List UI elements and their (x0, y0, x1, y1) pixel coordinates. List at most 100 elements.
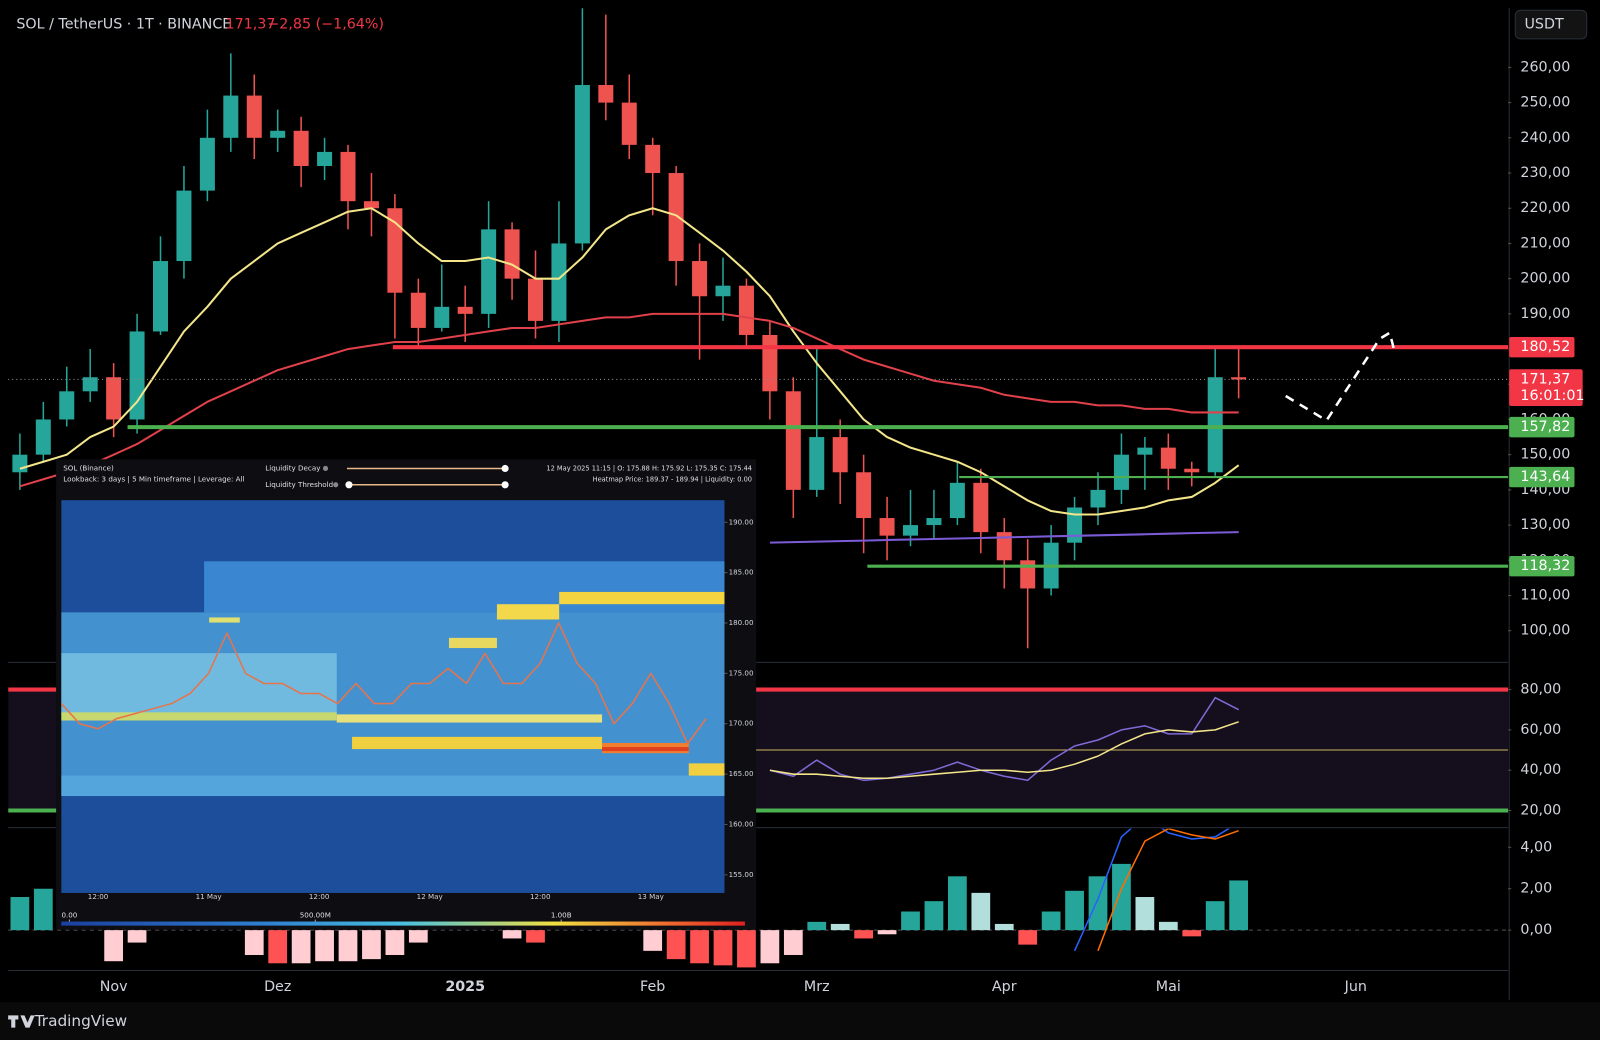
y-tick-label: 80,00 (1520, 682, 1561, 698)
x-tick-label: 12 May (417, 892, 443, 901)
y-tick-label: 220,00 (1520, 200, 1570, 216)
level-label: 157,82 (1520, 419, 1570, 435)
y-tick-label: 210,00 (1520, 235, 1570, 251)
candle-body (293, 130, 309, 166)
slider-knob[interactable] (501, 464, 509, 473)
slider-knob[interactable] (501, 481, 509, 489)
candle-body (1160, 447, 1176, 469)
x-tick-label: 12:00 (309, 892, 330, 901)
level-label: 118,32 (1520, 558, 1570, 574)
colorbar-label: 500.00M (300, 910, 331, 919)
histogram-bar (1088, 876, 1108, 931)
currency-button[interactable] (1514, 9, 1588, 40)
series-line (769, 531, 1239, 544)
histogram-bar (901, 911, 920, 931)
candle-body (35, 419, 51, 455)
series-line (1097, 828, 1239, 952)
histogram-bar (104, 930, 124, 962)
histogram-bar (1205, 901, 1225, 931)
y-tick-label: 40,00 (1520, 762, 1561, 778)
level-tag (1509, 337, 1575, 358)
candle-body (434, 306, 450, 328)
candle-body (598, 85, 614, 103)
histogram-bar (385, 930, 405, 955)
y-tick-label: 230,00 (1520, 165, 1570, 181)
y-tick-label: 190,00 (1520, 306, 1570, 322)
histogram-bar (1018, 930, 1038, 945)
macd-panel (8, 828, 1509, 968)
histogram-bar (713, 930, 733, 966)
histogram-bar (666, 930, 686, 960)
colorbar-label: 0.00 (61, 910, 77, 919)
candle-body (668, 173, 684, 262)
candle-body (903, 525, 919, 536)
candle-body (246, 95, 262, 138)
plot-area (61, 622, 707, 745)
series-line (19, 312, 1239, 488)
histogram-bar (315, 930, 334, 962)
candle-body (12, 454, 28, 473)
x-tick-label: Apr (992, 979, 1017, 995)
inset-info: Heatmap Price: 189.37 - 189.94 | Liquidi… (593, 476, 752, 484)
histogram-bar (127, 930, 147, 943)
histogram-bar (1135, 897, 1155, 931)
candle-body (762, 334, 778, 392)
last-price-tag (1509, 369, 1583, 406)
histogram-bar (994, 923, 1014, 931)
candle-body (1067, 507, 1083, 543)
histogram-bar (643, 930, 663, 951)
candle-body (199, 137, 215, 191)
histogram-bar (737, 930, 756, 968)
histogram-bar (830, 923, 850, 931)
x-tick-label: 12:00 (530, 892, 551, 901)
x-tick-label: Mai (1156, 979, 1181, 995)
x-tick-label: Dez (264, 979, 291, 995)
symbol-title: SOL / TetherUS · 1T · BINANCE (16, 17, 231, 33)
candle-body (223, 95, 239, 138)
level-label: 143,64 (1520, 469, 1570, 485)
histogram-bar (948, 876, 967, 931)
y-tick-label: 165.00 (729, 769, 754, 778)
y-tick-label: 60,00 (1520, 722, 1561, 738)
level-tag (1509, 555, 1575, 577)
histogram-bar (33, 888, 53, 931)
x-tick-label: 2025 (445, 979, 485, 995)
y-tick-label: 20,00 (1520, 803, 1561, 819)
candle-body (856, 472, 872, 519)
histogram-bar (1229, 880, 1249, 931)
y-tick-label: 130,00 (1520, 517, 1570, 533)
x-tick-label: 12:00 (88, 892, 109, 901)
x-tick-label: Nov (100, 979, 128, 995)
currency-label: USDT (1524, 17, 1563, 33)
histogram-bar (526, 930, 545, 943)
candle-body (785, 391, 801, 490)
histogram-bar (502, 930, 522, 939)
axes: 100,00110,00120,00130,00140,00150,00160,… (100, 59, 1585, 994)
candle-body (153, 261, 169, 332)
candle-body (645, 144, 661, 174)
histogram-bar (408, 930, 428, 943)
candle-body (551, 243, 567, 321)
colorbar (61, 921, 745, 926)
histogram-bar (338, 930, 358, 962)
candle-body (82, 377, 98, 392)
candle-body (317, 151, 333, 166)
y-tick-label: 260,00 (1520, 59, 1570, 75)
series-line (61, 622, 707, 745)
histogram-bar (268, 930, 288, 964)
candle-body (949, 482, 965, 519)
footer (0, 1002, 1600, 1040)
candle-body (996, 532, 1012, 561)
inset-info: 12 May 2025 11:15 | O: 175.88 H: 175.92 … (546, 464, 752, 472)
y-tick-label: 160.00 (729, 819, 754, 828)
y-tick-label: 185.00 (729, 568, 754, 577)
series-line (769, 721, 1239, 780)
control-label: Liquidity Threshold (265, 480, 333, 489)
y-tick-label: 150,00 (1520, 447, 1570, 463)
control-dot (322, 465, 329, 472)
slider-knob[interactable] (345, 481, 353, 489)
candle-body (270, 130, 286, 138)
candle-body (1090, 489, 1106, 508)
histogram-bar (854, 930, 874, 939)
